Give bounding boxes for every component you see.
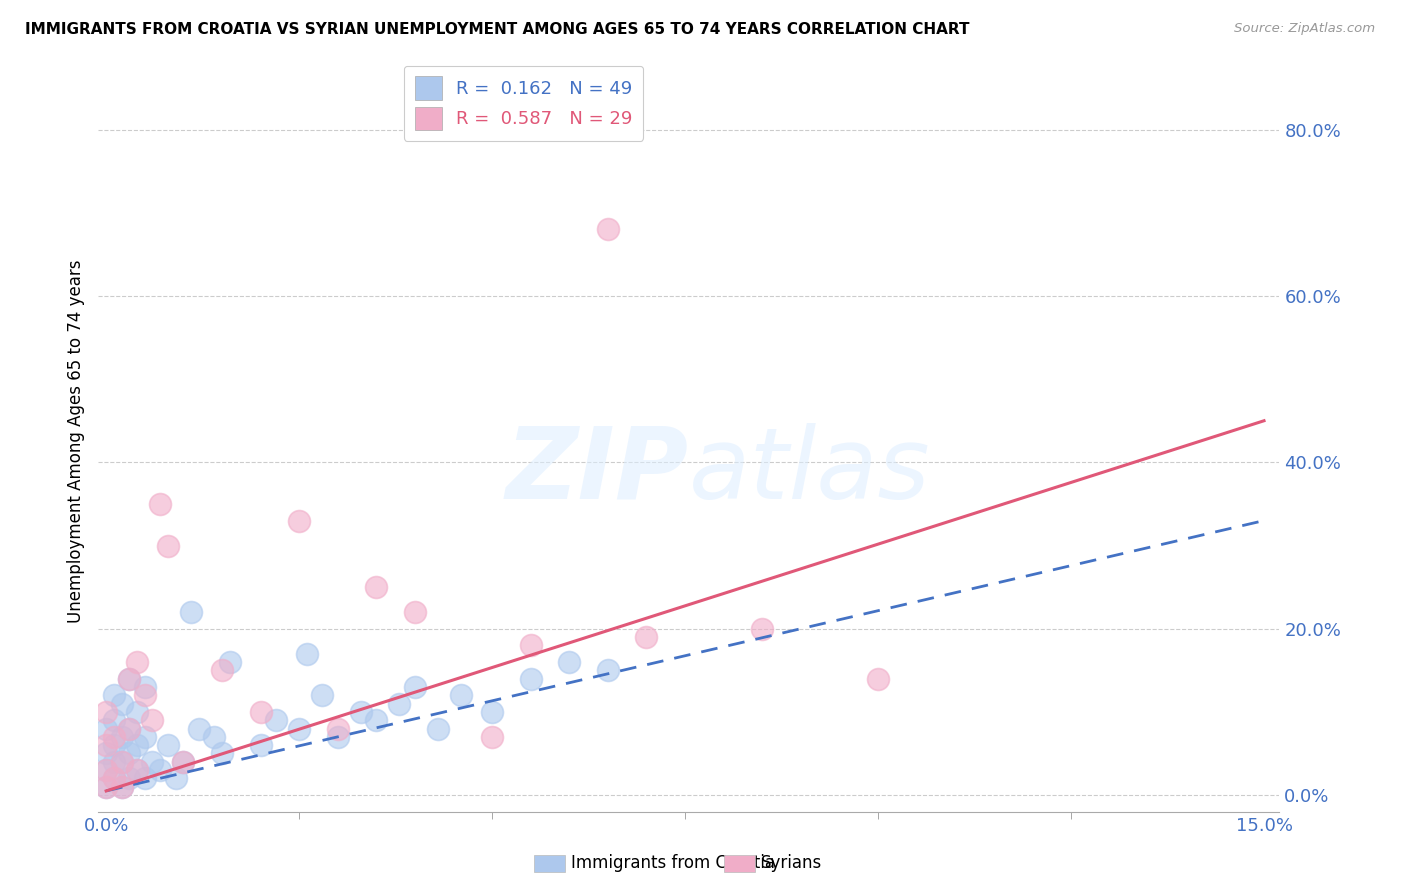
Point: [751, 622, 773, 636]
Point: [165, 772, 187, 786]
Point: [118, 747, 141, 761]
Point: [326, 722, 349, 736]
Point: [366, 580, 388, 594]
Point: [141, 755, 163, 769]
Point: [450, 688, 472, 702]
Text: Source: ZipAtlas.com: Source: ZipAtlas.com: [1234, 22, 1375, 36]
Point: [118, 672, 141, 686]
Point: [94, 763, 117, 777]
Point: [118, 722, 141, 736]
Point: [868, 672, 890, 686]
Point: [118, 772, 141, 786]
Point: [118, 672, 141, 686]
Point: [311, 688, 333, 702]
Point: [172, 755, 194, 769]
Point: [180, 605, 202, 619]
Point: [125, 655, 148, 669]
Point: [156, 738, 179, 752]
Point: [149, 763, 172, 777]
Point: [481, 705, 503, 719]
Point: [125, 763, 148, 777]
Point: [211, 747, 233, 761]
Point: [519, 672, 541, 686]
Point: [103, 738, 125, 752]
Point: [187, 722, 209, 736]
Point: [295, 647, 318, 661]
Point: [94, 705, 117, 719]
Point: [141, 713, 163, 727]
Point: [94, 738, 117, 752]
Point: [103, 772, 125, 786]
Point: [481, 730, 503, 744]
Point: [134, 680, 156, 694]
Point: [103, 730, 125, 744]
Point: [404, 605, 426, 619]
Point: [103, 688, 125, 702]
Point: [134, 772, 156, 786]
Point: [110, 730, 132, 744]
Text: atlas: atlas: [689, 423, 931, 520]
Point: [596, 222, 619, 236]
Point: [558, 655, 581, 669]
Point: [94, 747, 117, 761]
Point: [110, 697, 132, 711]
Point: [156, 539, 179, 553]
Point: [366, 713, 388, 727]
Point: [94, 763, 117, 777]
Point: [404, 680, 426, 694]
Point: [519, 638, 541, 652]
Text: IMMIGRANTS FROM CROATIA VS SYRIAN UNEMPLOYMENT AMONG AGES 65 TO 74 YEARS CORRELA: IMMIGRANTS FROM CROATIA VS SYRIAN UNEMPL…: [25, 22, 970, 37]
Point: [94, 780, 117, 794]
Point: [94, 780, 117, 794]
Point: [288, 722, 311, 736]
Point: [596, 663, 619, 677]
Point: [134, 688, 156, 702]
Point: [326, 730, 349, 744]
Point: [350, 705, 373, 719]
Point: [125, 738, 148, 752]
Point: [264, 713, 287, 727]
Point: [249, 705, 271, 719]
Point: [249, 738, 271, 752]
Point: [288, 514, 311, 528]
Point: [218, 655, 240, 669]
Text: ZIP: ZIP: [506, 423, 689, 520]
Point: [103, 755, 125, 769]
Point: [110, 780, 132, 794]
Text: Immigrants from Croatia: Immigrants from Croatia: [571, 855, 775, 872]
Point: [103, 772, 125, 786]
Point: [118, 722, 141, 736]
Point: [110, 755, 132, 769]
Point: [636, 630, 658, 644]
Point: [211, 663, 233, 677]
Point: [427, 722, 450, 736]
Point: [149, 497, 172, 511]
Point: [202, 730, 225, 744]
Point: [110, 755, 132, 769]
Text: Syrians: Syrians: [761, 855, 823, 872]
Point: [125, 705, 148, 719]
Point: [125, 763, 148, 777]
Point: [103, 713, 125, 727]
Point: [172, 755, 194, 769]
Point: [94, 722, 117, 736]
Point: [110, 780, 132, 794]
Y-axis label: Unemployment Among Ages 65 to 74 years: Unemployment Among Ages 65 to 74 years: [66, 260, 84, 624]
Legend: R =  0.162   N = 49, R =  0.587   N = 29: R = 0.162 N = 49, R = 0.587 N = 29: [404, 66, 644, 141]
Point: [134, 730, 156, 744]
Point: [388, 697, 411, 711]
